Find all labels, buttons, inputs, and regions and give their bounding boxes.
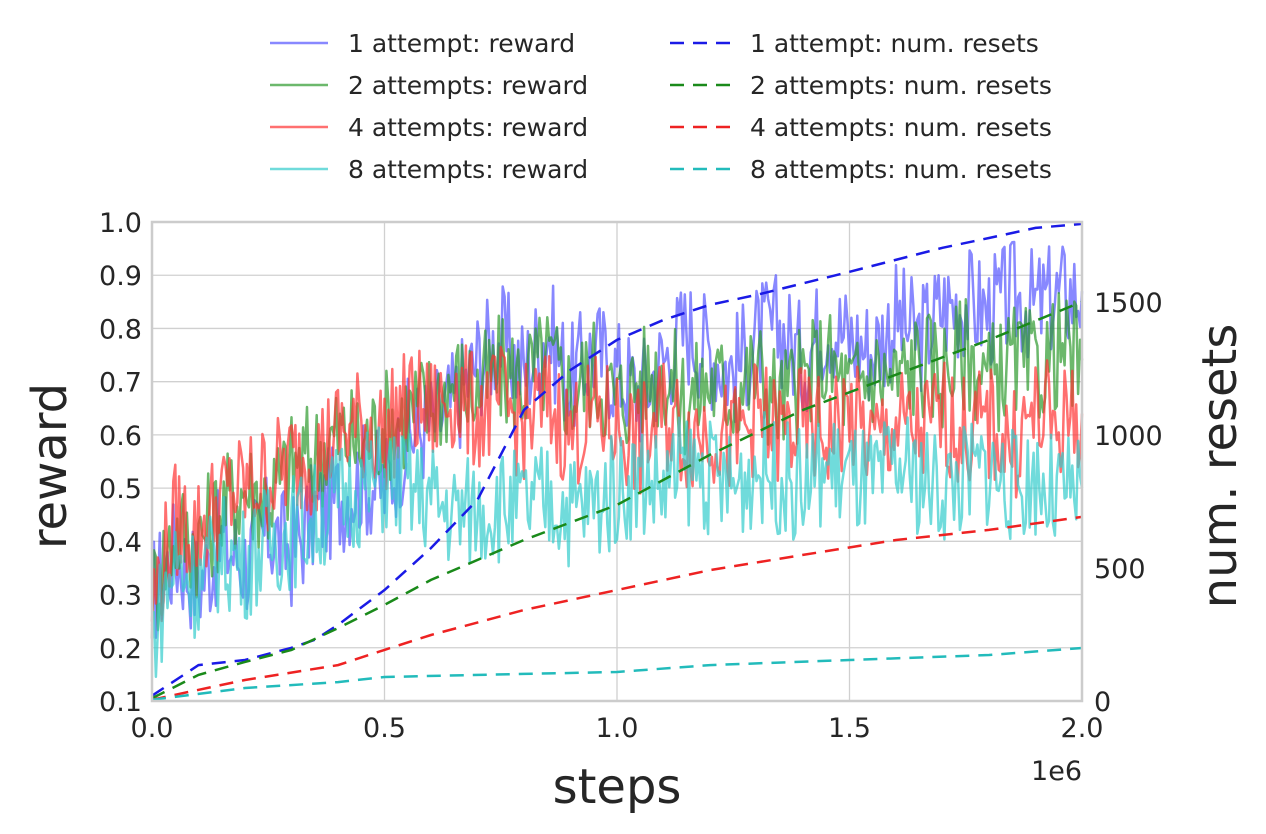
x-tick-label: 2.0 (1061, 713, 1104, 744)
legend: 1 attempt: reward 2 attempts: reward 4 att… (270, 29, 1052, 184)
reward-line (150, 344, 1084, 623)
y-axis-label: reward (22, 383, 78, 549)
legend-label: 4 attempts: reward (348, 113, 588, 142)
y-tick-label: 0.7 (99, 368, 142, 399)
y2-axis-label: num. resets (1192, 324, 1248, 609)
x-axis-label: steps (553, 759, 682, 815)
y-tick-label: 1.0 (99, 208, 142, 239)
reward-lines (150, 240, 1084, 679)
x-tick-label: 0.0 (131, 713, 174, 744)
y2-tick-label: 1000 (1094, 421, 1163, 452)
y2-tick-label: 500 (1094, 554, 1146, 585)
y2-tick-label: 0 (1094, 687, 1111, 718)
legend-label: 2 attempts: reward (348, 71, 588, 100)
plot-frame (150, 220, 1084, 703)
y-tick-label: 0.6 (99, 421, 142, 452)
resets-line (151, 515, 1083, 701)
y2-tick-label: 1500 (1094, 288, 1163, 319)
x-offset-label: 1e6 (1031, 756, 1082, 787)
legend-label: 1 attempt: reward (348, 29, 575, 58)
y2-ticks: 0 500 1000 1500 (1094, 288, 1163, 718)
resets-line (151, 222, 1083, 697)
legend-label: 1 attempt: num. resets (750, 29, 1039, 58)
resets-line (151, 646, 1083, 701)
y-tick-label: 0.5 (99, 474, 142, 505)
legend-label: 8 attempts: reward (348, 155, 588, 184)
reward-line (150, 410, 1084, 679)
x-tick-label: 1.0 (596, 713, 639, 744)
legend-label: 8 attempts: num. resets (750, 155, 1052, 184)
y-tick-label: 0.2 (99, 634, 142, 665)
x-tick-label: 1.5 (828, 713, 871, 744)
x-ticks: 0.0 0.5 1.0 1.5 2.0 (131, 713, 1104, 744)
y-tick-label: 0.9 (99, 261, 142, 292)
legend-label: 4 attempts: num. resets (750, 113, 1052, 142)
legend-label: 2 attempts: num. resets (750, 71, 1052, 100)
y-tick-label: 0.1 (99, 687, 142, 718)
y-tick-label: 0.3 (99, 581, 142, 612)
x-tick-label: 0.5 (363, 713, 406, 744)
y-tick-label: 0.8 (99, 314, 142, 345)
y-ticks: 0.1 0.2 0.3 0.4 0.5 0.6 0.7 0.8 0.9 1.0 (99, 208, 142, 718)
resets-line (151, 300, 1083, 700)
y-tick-label: 0.4 (99, 527, 142, 558)
reset-lines (151, 222, 1083, 701)
